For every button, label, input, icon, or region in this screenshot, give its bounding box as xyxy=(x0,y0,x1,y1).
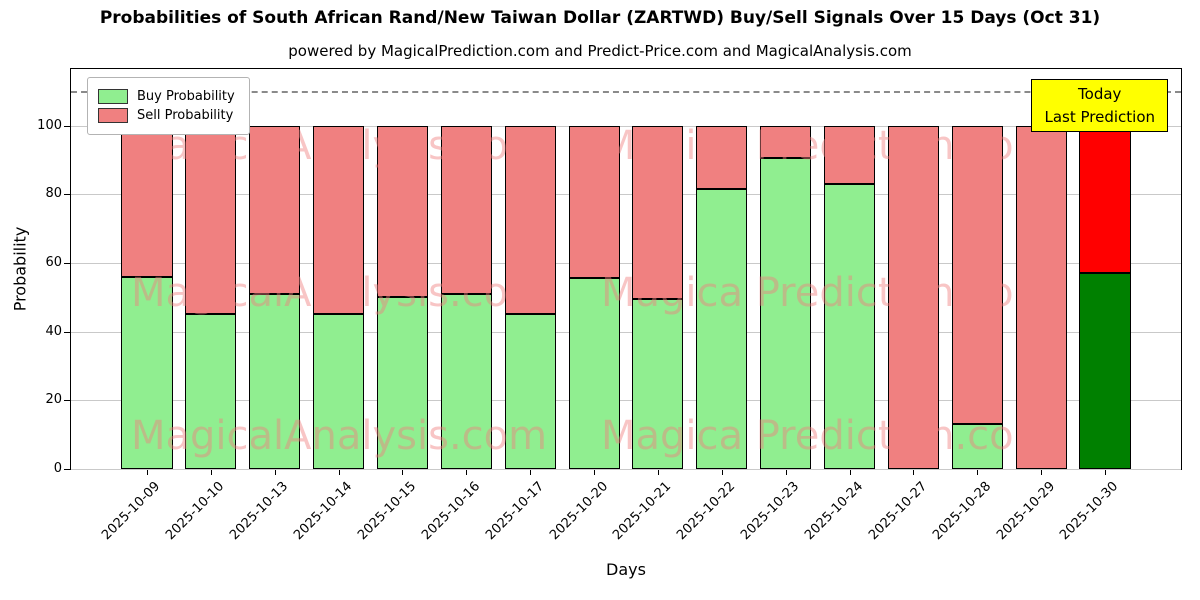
gridline xyxy=(71,331,1181,333)
x-tick-label: 2025-10-09 xyxy=(99,479,164,544)
bar-segment-buy xyxy=(121,276,173,469)
bar-segment-sell xyxy=(376,125,428,298)
y-tick-mark xyxy=(64,400,70,402)
bar-segment-sell xyxy=(440,125,492,294)
x-tick-label: 2025-10-15 xyxy=(355,479,420,544)
bar-segment-sell xyxy=(121,125,173,277)
bar-segment-buy xyxy=(951,424,1003,469)
bar-segment-buy xyxy=(760,158,812,469)
bar-segment-buy xyxy=(440,293,492,469)
dashed-guideline xyxy=(71,91,1181,94)
bar-segment-sell xyxy=(951,125,1003,425)
gridline xyxy=(71,400,1181,402)
x-tick-label: 2025-10-27 xyxy=(865,479,931,544)
x-tick-mark xyxy=(849,470,851,475)
bar-segment-sell xyxy=(313,125,365,315)
y-tick-mark xyxy=(64,194,70,196)
x-tick-mark xyxy=(210,470,212,475)
bar-segment-sell xyxy=(887,125,939,469)
x-tick-mark xyxy=(977,470,979,475)
x-tick-mark xyxy=(402,470,404,475)
x-tick-label: 2025-10-10 xyxy=(163,479,228,544)
bar-segment-buy xyxy=(1079,273,1131,469)
x-tick-label: 2025-10-24 xyxy=(802,479,867,544)
y-tick-label: 20 xyxy=(45,392,62,408)
x-tick-label: 2025-10-30 xyxy=(1057,479,1122,544)
chart-subtitle: powered by MagicalPrediction.com and Pre… xyxy=(288,42,912,60)
x-tick-mark xyxy=(466,470,468,475)
bar-segment-sell xyxy=(185,125,237,315)
bar-segment-sell xyxy=(696,125,748,190)
x-tick-label: 2025-10-28 xyxy=(929,479,994,544)
bar-segment-buy xyxy=(696,189,748,469)
legend-entry-buy: Buy Probability xyxy=(98,89,235,104)
x-tick-mark xyxy=(530,470,532,475)
gridline xyxy=(71,194,1181,196)
plot-area: Buy Probability Sell Probability Today L… xyxy=(70,68,1182,470)
x-tick-mark xyxy=(1104,470,1106,475)
x-tick-mark xyxy=(785,470,787,475)
bar-segment-buy xyxy=(504,314,556,469)
bar-segment-sell xyxy=(504,125,556,315)
bar-segment-buy xyxy=(823,184,876,469)
x-tick-mark xyxy=(1041,470,1043,475)
gridline xyxy=(71,262,1181,264)
bar-segment-buy xyxy=(185,314,237,469)
gridline xyxy=(71,125,1181,127)
bar-segment-sell xyxy=(632,125,684,300)
x-axis-label: Days xyxy=(606,560,646,579)
gridline xyxy=(71,469,1181,470)
x-tick-label: 2025-10-20 xyxy=(546,479,611,544)
legend-entry-sell: Sell Probability xyxy=(98,108,235,123)
y-tick-mark xyxy=(64,469,70,470)
bar-segment-sell xyxy=(249,125,301,294)
bar-segment-buy xyxy=(376,297,428,469)
x-tick-mark xyxy=(147,470,148,475)
y-tick-mark xyxy=(64,125,70,127)
y-tick-label: 80 xyxy=(45,186,62,202)
y-tick-label: 0 xyxy=(53,461,62,476)
bar-segment-buy xyxy=(632,299,684,469)
x-tick-label: 2025-10-21 xyxy=(610,479,675,544)
legend-swatch-buy xyxy=(98,89,128,104)
bar-segment-sell xyxy=(823,125,876,184)
bar-segment-sell xyxy=(568,125,620,279)
y-tick-mark xyxy=(64,262,70,264)
bar-segment-buy xyxy=(249,293,301,469)
x-tick-mark xyxy=(721,470,723,475)
legend-swatch-sell xyxy=(98,108,128,123)
x-tick-label: 2025-10-16 xyxy=(418,479,483,544)
x-tick-mark xyxy=(657,470,659,475)
x-tick-label: 2025-10-23 xyxy=(738,479,803,544)
x-tick-mark xyxy=(274,470,276,475)
bar-segment-buy xyxy=(313,314,365,469)
legend: Buy Probability Sell Probability xyxy=(87,77,250,135)
today-annotation-line2: Last Prediction xyxy=(1044,107,1155,126)
today-annotation-line1: Today xyxy=(1078,85,1122,103)
y-tick-label: 40 xyxy=(45,323,62,339)
x-tick-label: 2025-10-14 xyxy=(291,479,356,544)
bar-segment-buy xyxy=(568,278,620,469)
legend-label-buy: Buy Probability xyxy=(137,89,235,104)
y-tick-mark xyxy=(64,331,70,333)
bar-segment-sell xyxy=(1015,125,1067,469)
legend-label-sell: Sell Probability xyxy=(137,108,234,123)
x-tick-label: 2025-10-22 xyxy=(674,479,739,544)
x-tick-label: 2025-10-13 xyxy=(227,479,292,544)
x-tick-mark xyxy=(594,470,596,475)
chart-title: Probabilities of South African Rand/New … xyxy=(99,8,1101,28)
y-tick-label: 60 xyxy=(45,254,62,270)
x-tick-label: 2025-10-29 xyxy=(993,479,1058,544)
bar-segment-sell xyxy=(760,125,812,159)
x-tick-mark xyxy=(913,470,915,475)
x-tick-mark xyxy=(338,470,340,475)
today-annotation: Today Last Prediction xyxy=(1031,79,1168,132)
x-tick-label: 2025-10-17 xyxy=(482,479,547,544)
y-tick-label: 100 xyxy=(37,117,62,133)
bar-segment-sell xyxy=(1079,125,1131,274)
